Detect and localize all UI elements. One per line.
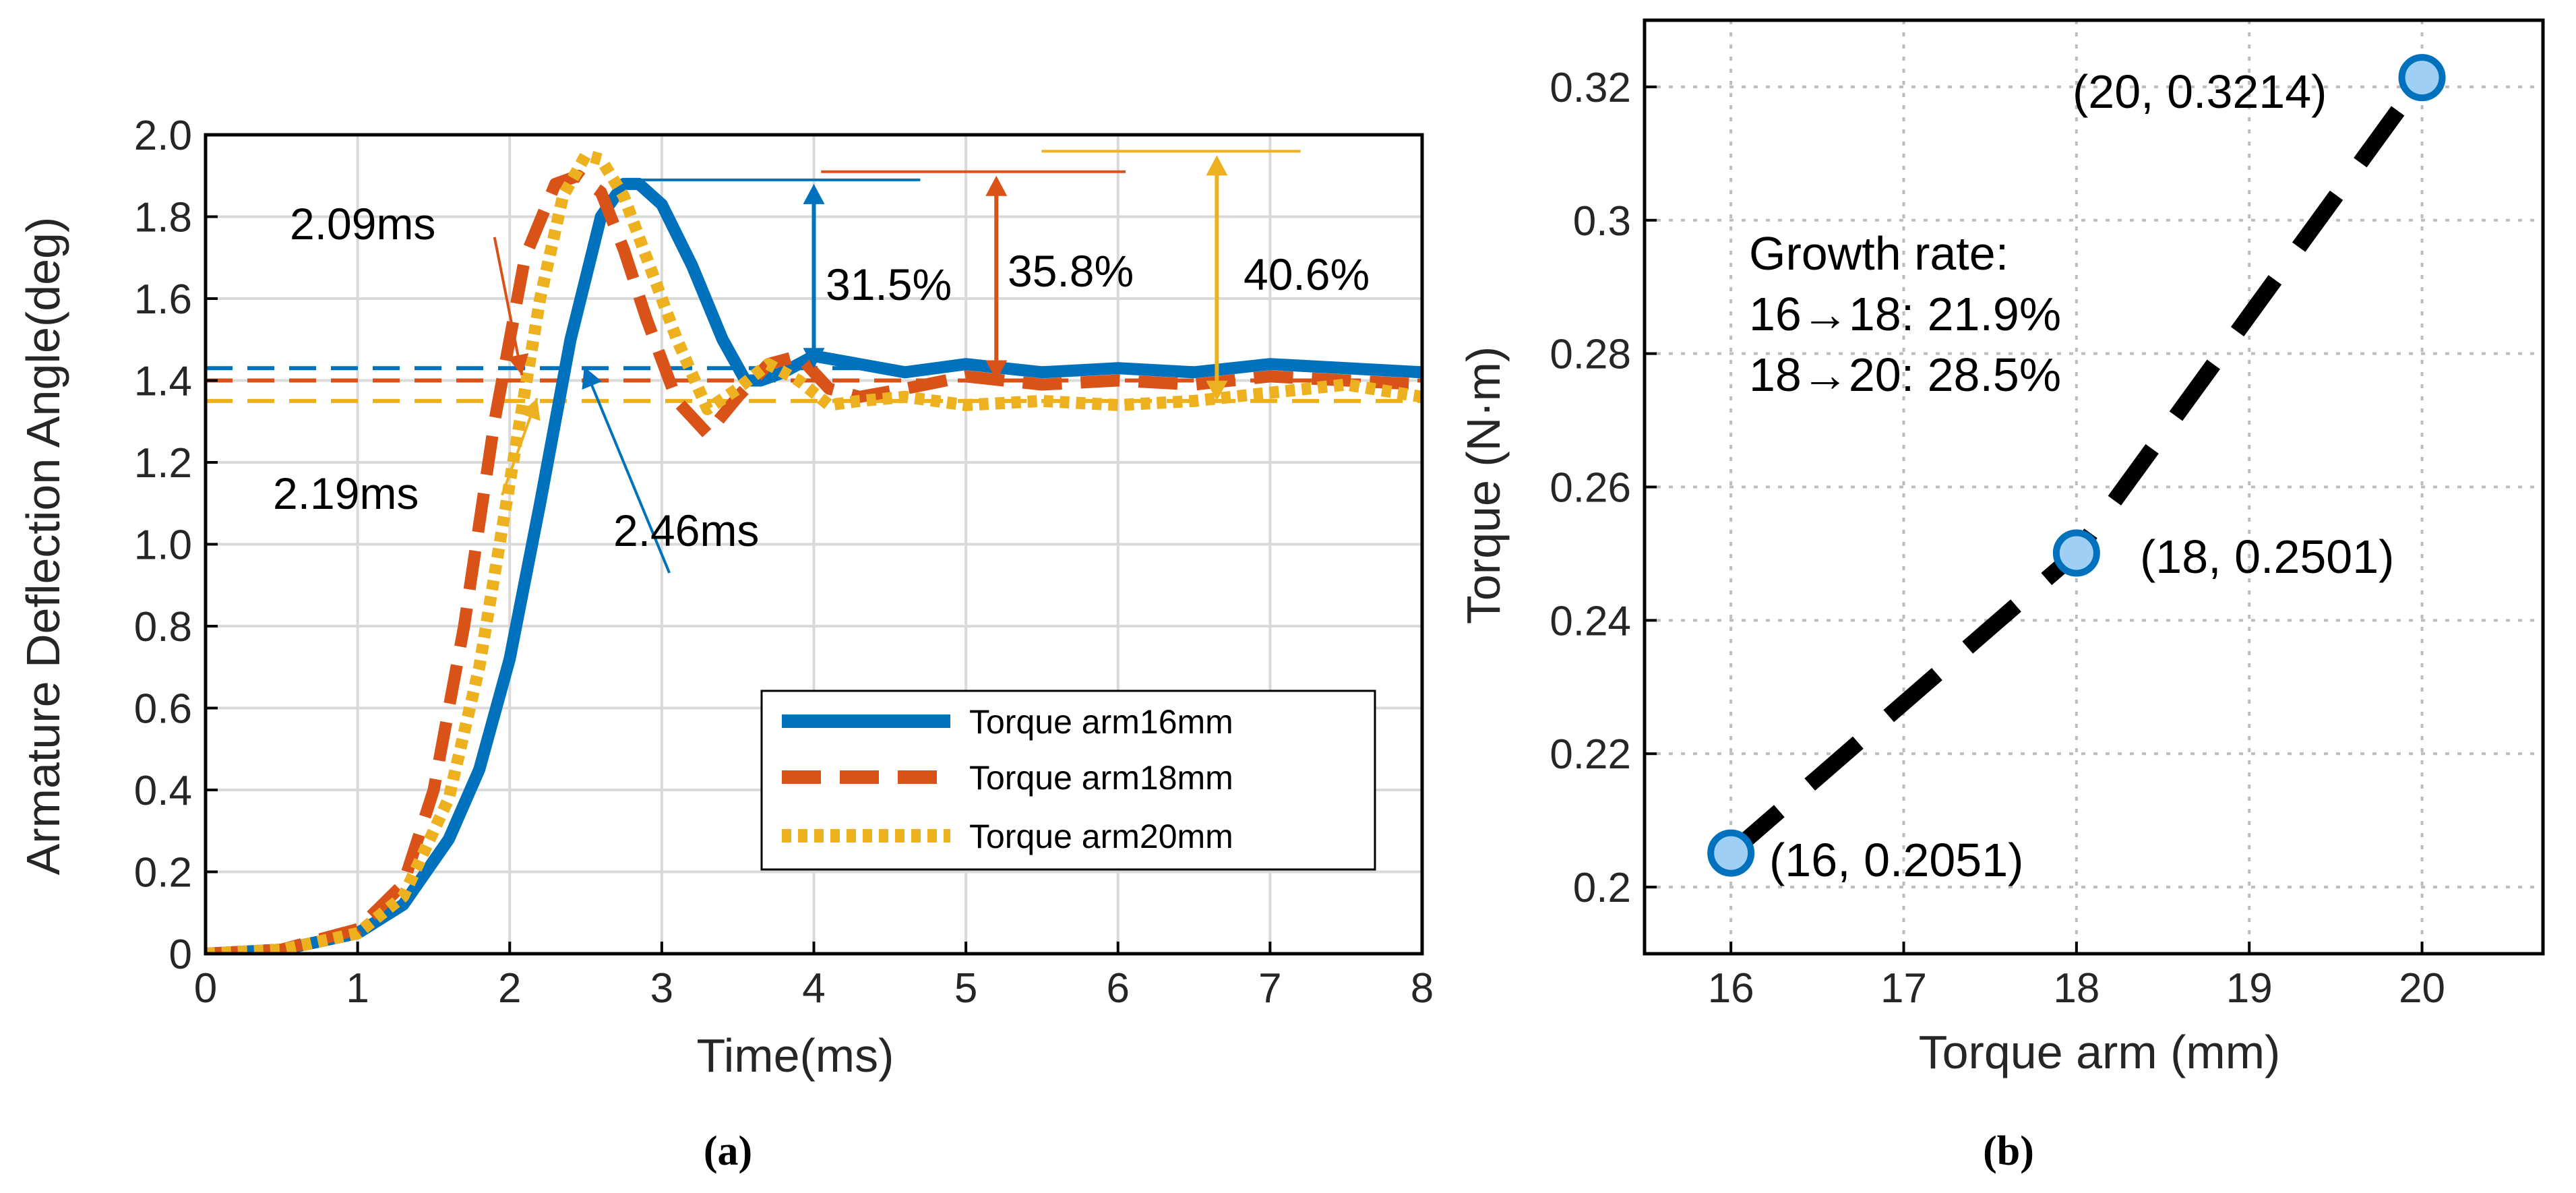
data-point-marker [1707,829,1755,877]
x-tick-label: 7 [1258,965,1281,1012]
y-ticks-a: 0 0.2 0.4 0.6 0.8 1.0 1.2 1.4 1.6 1.8 2.0 [134,113,218,978]
y-tick-label: 1.2 [134,440,192,487]
annotation-arrows [493,150,1301,574]
x-tick-label: 20 [2399,965,2445,1012]
series-line [206,149,1422,954]
arrow-head [1206,155,1228,176]
y-tick-label: 0.2 [134,850,192,896]
annotation-rise-20: 2.19ms [273,468,419,518]
point-label-18: (18, 0.2501) [2140,530,2394,583]
x-tick-label: 18 [2053,965,2099,1012]
arrow-head [803,348,825,369]
y-tick-label: 1.6 [134,276,192,323]
arrow-head [803,183,825,204]
y-tick-label: 0.2 [1573,865,1631,911]
x-tick-label: 1 [346,965,369,1012]
y-tick-label: 1.0 [134,522,192,569]
y-tick-label: 2.0 [134,113,192,159]
x-tick-label: 3 [650,965,673,1012]
point-label-16: (16, 0.2051) [1769,834,2023,886]
panel-label-b: (b) [1983,1128,2034,1174]
panel-label-a: (a) [704,1128,752,1174]
x-tick-label: 0 [194,965,217,1012]
x-tick-label: 8 [1411,965,1434,1012]
series-b [1707,54,2446,877]
y-tick-label: 0.3 [1573,198,1631,245]
y-tick-label: 0.26 [1550,465,1631,512]
arrow-head [582,367,603,390]
x-tick-label: 16 [1708,965,1754,1012]
x-tick-label: 19 [2226,965,2273,1012]
panel-b: 16 17 18 19 20 0.2 0.22 0.24 0.26 0.28 0.3 0.32 To… [1457,18,2545,1174]
legend-label-16: Torque arm16mm [969,703,1233,741]
data-point-marker [2398,54,2446,102]
arrow-shaft [582,366,671,574]
y-tick-label: 0.6 [134,686,192,733]
arrow-head [520,398,541,421]
y-tick-label: 1.8 [134,195,192,241]
growth-rate-18-20: 18→20: 28.5% [1749,348,2061,401]
legend-a: Torque arm16mm Torque arm18mm Torque arm… [760,690,1376,871]
x-tick-label: 5 [954,965,977,1012]
growth-rate-16-18: 16→18: 21.9% [1749,288,2061,340]
legend-label-18: Torque arm18mm [969,759,1233,797]
annotation-overshoot-20: 40.6% [1244,249,1370,299]
legend-label-20: Torque arm20mm [969,818,1233,855]
annotation-overshoot-18: 35.8% [1008,246,1134,296]
y-tick-label: 0 [169,931,192,978]
series-line [206,169,1422,954]
x-tick-label: 2 [498,965,521,1012]
y-axis-label-a: Armature Deflection Angle(deg) [17,217,69,876]
y-tick-label: 0.28 [1550,332,1631,378]
series-a [206,149,1422,954]
y-tick-label: 0.4 [134,768,192,814]
arrow-shaft [493,237,524,375]
x-tick-label: 6 [1107,965,1130,1012]
x-tick-label: 4 [802,965,825,1012]
arrow-head [1206,380,1228,401]
x-ticks-a: 0 1 2 3 4 5 6 7 8 [194,942,1434,1012]
y-tick-label: 1.4 [134,359,192,405]
series-line [206,177,1422,954]
y-tick-label: 0.24 [1550,598,1631,644]
arrow-head [985,360,1008,381]
y-tick-label: 0.8 [134,604,192,650]
growth-rate-title: Growth rate: [1749,227,2008,280]
grid-b [1645,20,2543,954]
arrow-head [507,353,529,375]
panel-a: 0 1 2 3 4 5 6 7 8 0 0.2 0.4 0.6 0.8 1.0 1.2 1.4 1.6 1.8 2.… [17,113,1434,1174]
x-axis-label-a: Time(ms) [697,1029,894,1082]
x-axis-label-b: Torque arm (mm) [1919,1026,2281,1078]
annotation-rise-16: 2.46ms [613,506,759,555]
arrow-head [985,175,1008,196]
y-axis-label-b: Torque (N·m) [1457,346,1510,624]
y-ticks-b: 0.2 0.22 0.24 0.26 0.28 0.3 0.32 [1550,65,1657,911]
data-point-marker [2052,529,2100,577]
y-tick-label: 0.22 [1550,731,1631,778]
y-tick-label: 0.32 [1550,65,1631,111]
annotation-rise-18: 2.09ms [290,199,435,249]
point-label-20: (20, 0.3214) [2073,65,2327,118]
x-ticks-b: 16 17 18 19 20 [1708,942,2445,1012]
x-tick-label: 17 [1880,965,1927,1012]
annotation-overshoot-16: 31.5% [826,259,952,309]
